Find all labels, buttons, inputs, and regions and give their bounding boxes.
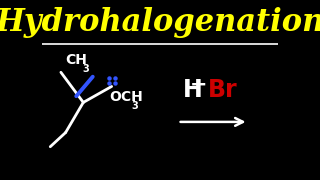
Text: H: H xyxy=(182,78,202,102)
Text: Hydrohalogenation: Hydrohalogenation xyxy=(0,7,320,38)
Text: 3: 3 xyxy=(131,101,138,111)
Text: Br: Br xyxy=(208,78,238,102)
Text: 3: 3 xyxy=(83,64,89,74)
Text: OCH: OCH xyxy=(109,90,143,104)
Text: −: − xyxy=(190,75,207,95)
Text: CH: CH xyxy=(66,53,87,67)
